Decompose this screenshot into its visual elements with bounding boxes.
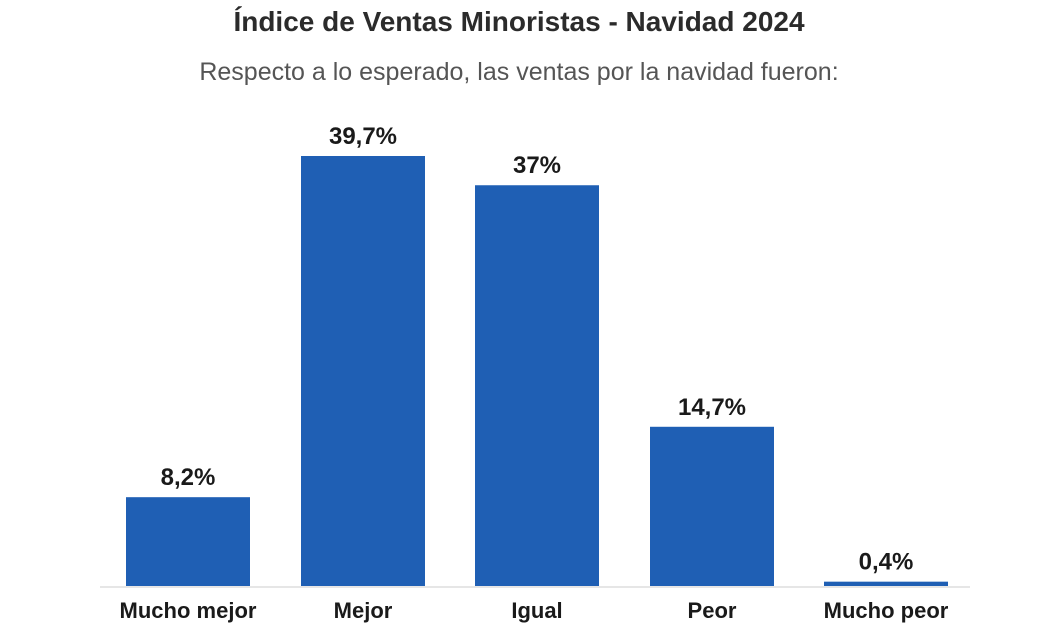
bar-peor <box>650 426 774 586</box>
bar-igual <box>475 185 599 587</box>
x-tick-label: Mucho peor <box>824 598 949 623</box>
data-label: 37% <box>513 152 561 179</box>
x-tick-label: Peor <box>688 598 737 623</box>
x-tick-label: Igual <box>511 598 562 623</box>
data-label: 14,7% <box>678 394 746 421</box>
bar-mucho-peor <box>824 581 948 586</box>
data-label: 0,4% <box>859 549 914 576</box>
chart-subtitle: Respecto a lo esperado, las ventas por l… <box>199 58 839 86</box>
x-tick-label: Mucho mejor <box>120 598 257 623</box>
bar-mejor <box>301 156 425 586</box>
data-label: 39,7% <box>329 123 397 150</box>
bar-mucho-mejor <box>126 497 250 586</box>
x-tick-label: Mejor <box>334 598 393 623</box>
data-label: 8,2% <box>161 464 216 491</box>
chart-title: Índice de Ventas Minoristas - Navidad 20… <box>233 6 805 37</box>
